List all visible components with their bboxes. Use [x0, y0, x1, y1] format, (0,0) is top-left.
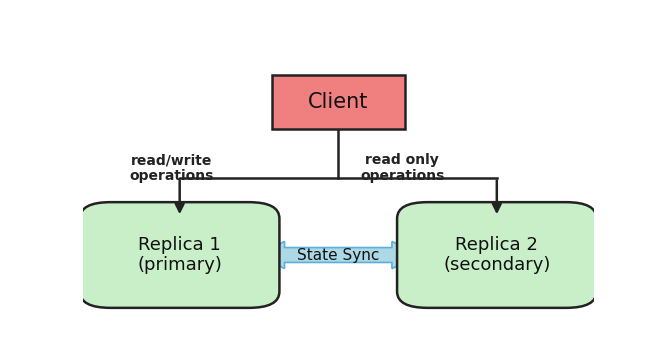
Polygon shape	[256, 241, 420, 269]
FancyBboxPatch shape	[272, 75, 405, 129]
Text: Client: Client	[308, 92, 368, 112]
FancyBboxPatch shape	[80, 202, 279, 308]
Text: Replica 1
(primary): Replica 1 (primary)	[137, 235, 222, 275]
Text: read only
operations: read only operations	[360, 153, 444, 183]
Text: Replica 2
(secondary): Replica 2 (secondary)	[443, 235, 550, 275]
Text: State Sync: State Sync	[297, 247, 379, 263]
Text: read/write
operations: read/write operations	[130, 153, 214, 183]
FancyBboxPatch shape	[397, 202, 597, 308]
